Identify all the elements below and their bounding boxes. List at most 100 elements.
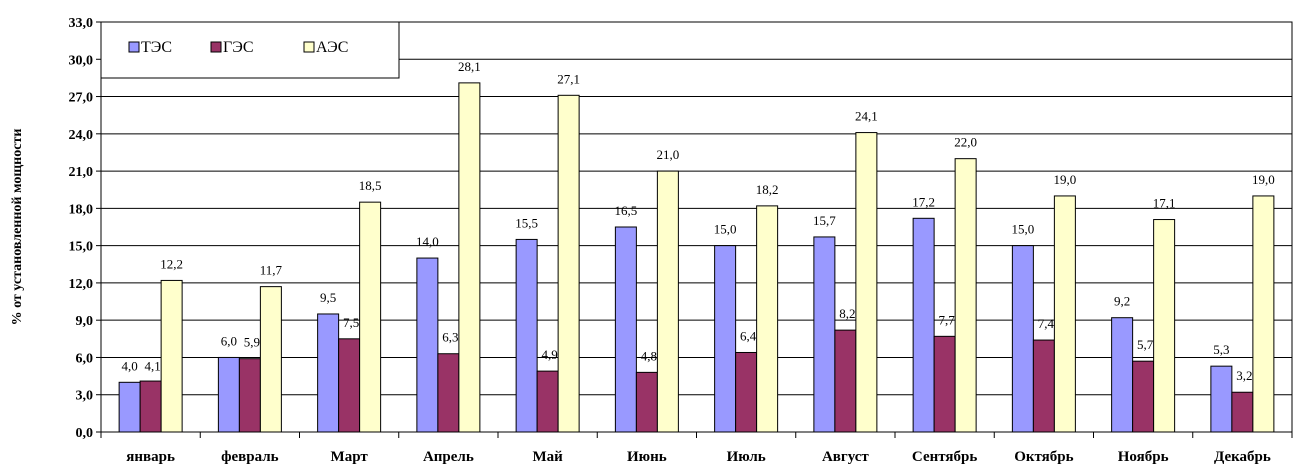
data-label: 15,0 [714,222,737,237]
data-label: 6,4 [740,328,757,343]
x-category-label: Июль [727,449,766,465]
data-label: 15,5 [515,215,538,230]
data-label: 4,8 [641,348,657,363]
x-category-label: Апрель [423,449,474,465]
bar-ТЭС [912,217,935,433]
bar-ГЭС [1231,391,1254,433]
y-tick-label: 18,0 [69,202,94,217]
bar-ГЭС [139,380,162,433]
bar-АЭС [160,279,183,433]
bar-ТЭС [714,245,737,433]
y-tick-label: 15,0 [69,240,94,255]
data-label: 3,2 [1236,368,1252,383]
y-tick-label: 33,0 [69,16,94,31]
data-label: 4,1 [145,358,161,373]
x-category-label: январь [126,449,175,465]
bar-ГЭС [635,371,658,433]
bar-АЭС [1252,195,1275,433]
bar-ТЭС [416,257,439,433]
bar-ТЭС [614,226,637,433]
y-tick-label: 21,0 [69,165,94,180]
data-label: 9,5 [320,290,336,305]
data-label: 18,2 [756,182,779,197]
data-label: 6,0 [221,333,237,348]
legend-swatch-АЭС [303,41,315,53]
x-category-label: Октябрь [1014,449,1073,465]
data-label: 4,0 [122,358,138,373]
data-label: 24,1 [855,109,878,124]
bar-ТЭС [515,238,538,433]
y-tick-label: 6,0 [76,351,94,366]
data-label: 15,0 [1012,222,1035,237]
y-axis-title: % от установленной мощности [10,129,25,326]
legend-label: АЭС [316,39,348,56]
bar-ТЭС [1210,365,1233,433]
bar-ТЭС [217,356,240,433]
data-labels: 4,0 6,0 9,5 14,0 15,5 16,5 15,0 15,7 17,2 15,0 9,2… [122,59,1275,383]
data-label: 14,0 [416,234,439,249]
bar-ТЭС [317,313,340,433]
data-label: 17,2 [912,194,935,209]
bar-ТЭС [1011,245,1034,433]
bar-АЭС [954,158,977,433]
data-label: 4,9 [542,347,558,362]
x-category-label: Декабрь [1214,449,1271,465]
bar-ГЭС [1032,339,1055,433]
data-label: 9,2 [1114,294,1130,309]
legend-label: ТЭС [141,39,172,56]
data-label: 18,5 [359,178,382,193]
bar-АЭС [1153,219,1176,433]
x-category-label: Сентябрь [912,449,977,465]
x-category-label: Ноябрь [1118,449,1169,465]
plot-area [100,21,1293,433]
y-tick-label: 27,0 [69,91,94,106]
legend: ТЭС ГЭС АЭС [100,21,400,79]
data-label: 8,2 [839,306,855,321]
bar-АЭС [557,94,580,433]
y-tick-label: 0,0 [76,426,94,441]
y-tick-label: 9,0 [76,314,94,329]
bar-АЭС [259,286,282,433]
data-label: 16,5 [615,203,638,218]
y-tick-label: 12,0 [69,277,94,292]
bar-ГЭС [933,335,956,433]
bar-ГЭС [437,353,460,433]
data-label: 7,7 [939,312,956,327]
bar-АЭС [1053,195,1076,433]
y-tick-label: 3,0 [76,389,94,404]
data-label: 12,2 [160,256,183,271]
bar-ГЭС [238,358,261,433]
bar-АЭС [656,170,679,433]
data-label: 22,0 [954,135,977,150]
bar-ТЭС [1111,317,1134,433]
data-label: 6,3 [442,330,458,345]
data-label: 11,7 [260,263,283,278]
legend-label: ГЭС [223,39,253,56]
bar-ТЭС [118,381,141,433]
data-label: 21,0 [657,147,680,162]
bar-ТЭС [813,236,836,433]
y-tick-label: 24,0 [69,128,94,143]
data-label: 5,3 [1213,342,1229,357]
bar-ГЭС [536,370,559,433]
bar-ГЭС [834,329,857,433]
x-category-label: Май [532,449,563,465]
data-label: 5,7 [1137,337,1154,352]
bar-АЭС [756,205,779,433]
data-label: 19,0 [1252,172,1275,187]
bar-ГЭС [735,351,758,433]
data-label: 15,7 [813,213,836,228]
data-label: 7,5 [343,315,359,330]
y-tick-label: 30,0 [69,53,94,68]
bar-ГЭС [1132,360,1155,433]
x-category-label: Март [331,449,369,465]
data-label: 7,4 [1038,316,1055,331]
bars [118,82,1275,433]
legend-swatch-ГЭС [210,41,222,53]
x-category-label: февраль [221,449,279,465]
bar-АЭС [458,82,481,433]
legend-box [100,21,400,79]
data-label: 28,1 [458,59,481,74]
gridlines [100,21,1293,433]
